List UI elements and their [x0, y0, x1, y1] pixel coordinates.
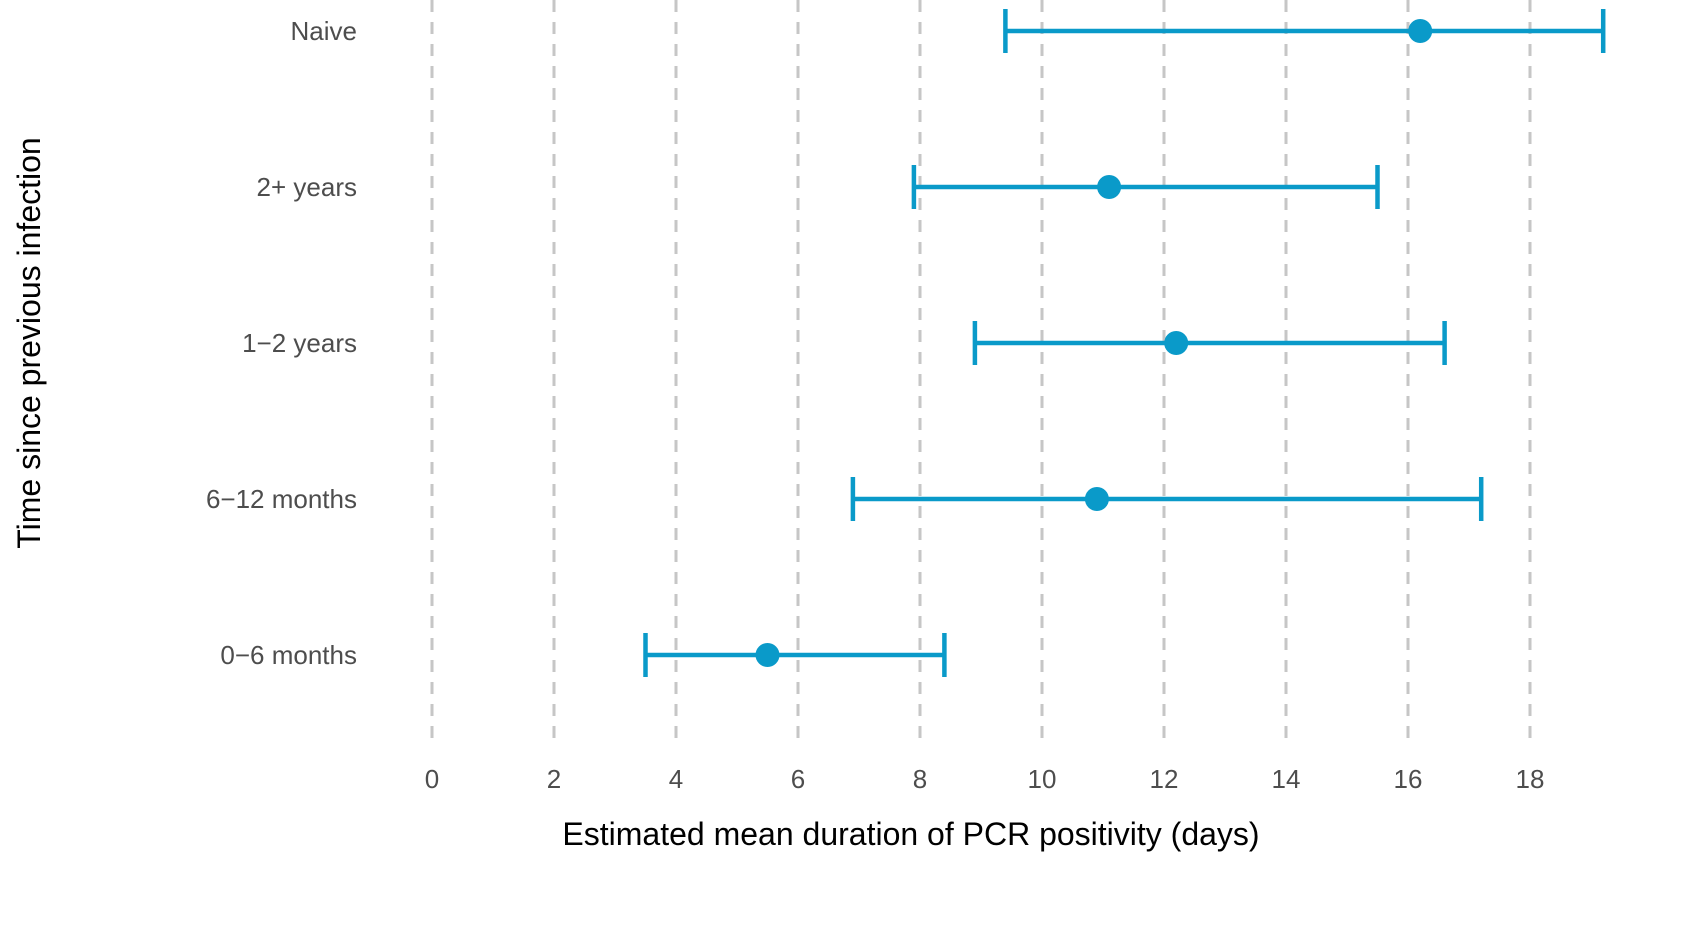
- point-estimate-row-2: [1164, 331, 1189, 355]
- x-tick-label-16: 16: [1394, 764, 1423, 794]
- gridlines: [430, 0, 1532, 748]
- point-estimate-row-3: [1084, 487, 1109, 511]
- y-tick-label-row-4: 0−6 months: [220, 640, 357, 670]
- x-tick-label-18: 18: [1516, 764, 1545, 794]
- y-tick-label-row-2: 1−2 years: [242, 328, 357, 358]
- x-tick-label-12: 12: [1150, 764, 1179, 794]
- y-tick-label-row-0: Naive: [291, 16, 357, 46]
- x-tick-label-2: 2: [547, 764, 561, 794]
- x-tick-label-8: 8: [913, 764, 927, 794]
- x-tick-label-0: 0: [425, 764, 439, 794]
- x-tick-label-10: 10: [1028, 764, 1057, 794]
- point-estimate-row-1: [1097, 175, 1122, 199]
- x-tick-label-4: 4: [669, 764, 683, 794]
- x-tick-label-14: 14: [1272, 764, 1301, 794]
- point-estimate-row-0: [1408, 19, 1433, 43]
- confidence-intervals: [643, 9, 1606, 677]
- point-estimate-row-4: [755, 643, 780, 667]
- y-tick-label-row-3: 6−12 months: [206, 484, 357, 514]
- y-tick-label-row-1: 2+ years: [257, 172, 357, 202]
- point-estimates: [755, 19, 1433, 667]
- y-axis-title: Time since previous infection: [11, 137, 47, 548]
- x-axis-tick-labels: 0 2 4 6 8 10 12 14 16 18: [425, 764, 1545, 794]
- x-tick-label-6: 6: [791, 764, 805, 794]
- x-axis-title: Estimated mean duration of PCR positivit…: [562, 816, 1259, 852]
- y-axis-tick-labels: Naive 2+ years 1−2 years 6−12 months 0−6 mon…: [206, 16, 357, 670]
